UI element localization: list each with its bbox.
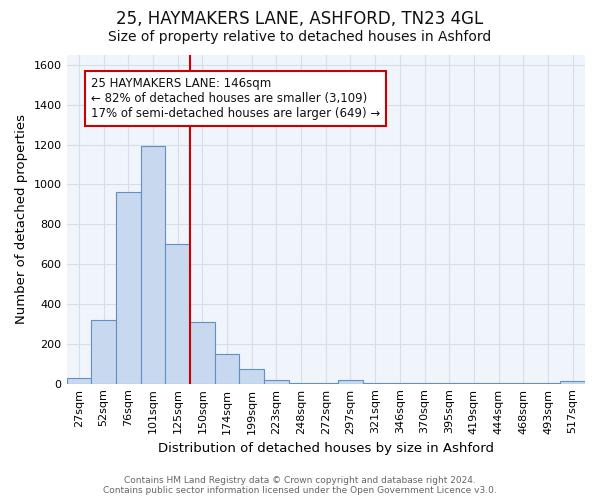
Text: 25 HAYMAKERS LANE: 146sqm
← 82% of detached houses are smaller (3,109)
17% of se: 25 HAYMAKERS LANE: 146sqm ← 82% of detac… [91,77,380,120]
Bar [338,380,363,384]
Bar [91,320,116,384]
Text: 25, HAYMAKERS LANE, ASHFORD, TN23 4GL: 25, HAYMAKERS LANE, ASHFORD, TN23 4GL [116,10,484,28]
Bar [165,244,190,384]
Y-axis label: Number of detached properties: Number of detached properties [15,114,28,324]
Bar [116,192,140,384]
Bar [239,368,264,384]
Bar [560,380,585,384]
Bar [437,383,461,384]
Bar [313,382,338,384]
Bar [289,382,313,384]
Bar [363,382,388,384]
Bar [536,383,560,384]
Bar [140,146,165,384]
Bar [412,382,437,384]
Bar [264,380,289,384]
Text: Contains HM Land Registry data © Crown copyright and database right 2024.
Contai: Contains HM Land Registry data © Crown c… [103,476,497,495]
Text: Size of property relative to detached houses in Ashford: Size of property relative to detached ho… [109,30,491,44]
Bar [215,354,239,384]
Bar [67,378,91,384]
Bar [190,322,215,384]
X-axis label: Distribution of detached houses by size in Ashford: Distribution of detached houses by size … [158,442,494,455]
